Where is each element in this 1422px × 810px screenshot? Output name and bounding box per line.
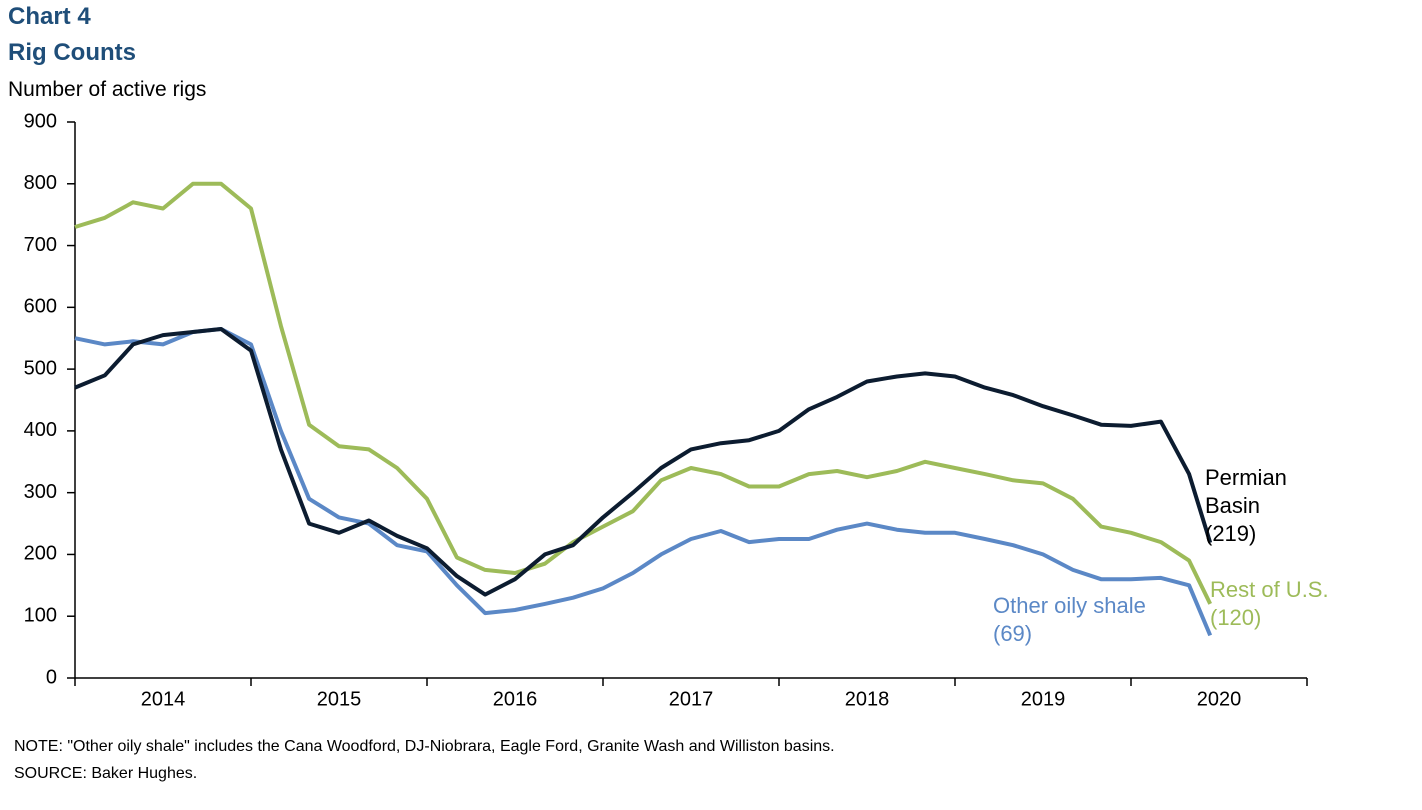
y-tick-label: 300 [24, 481, 57, 503]
x-tick-label: 2014 [141, 688, 186, 710]
y-axis-label: Number of active rigs [8, 78, 207, 101]
source: SOURCE: Baker Hughes. [14, 765, 198, 782]
end-value-label: (219) [1205, 521, 1257, 546]
x-tick-label: 2017 [669, 688, 714, 710]
series-end-label: Permian Basin (219) [1205, 464, 1305, 548]
x-tick-label: 2015 [317, 688, 362, 710]
end-value-label: (120) [1210, 605, 1262, 630]
legend-label: Rest of U.S. [1210, 577, 1329, 602]
y-tick-label: 400 [24, 419, 57, 441]
end-value-label: (69) [993, 621, 1033, 646]
y-tick-label: 0 [46, 666, 57, 688]
x-tick-label: 2018 [845, 688, 890, 710]
x-tick-label: 2020 [1197, 688, 1242, 710]
y-tick-label: 800 [24, 172, 57, 194]
note: NOTE: "Other oily shale" includes the Ca… [14, 738, 835, 755]
chart-title: Chart 4 [8, 3, 91, 30]
chart-subtitle: Rig Counts [8, 39, 136, 66]
y-tick-label: 200 [24, 543, 57, 565]
series-end-label: Other oily shale (69) [993, 592, 1193, 648]
legend-label: Other oily shale [993, 593, 1146, 618]
series-line [74, 327, 1213, 637]
x-tick-label: 2019 [1021, 688, 1066, 710]
series-end-label: Rest of U.S. (120) [1210, 576, 1410, 632]
y-tick-label: 100 [24, 605, 57, 627]
y-tick-label: 700 [24, 234, 57, 256]
legend-label: Permian Basin [1205, 465, 1287, 518]
y-tick-label: 500 [24, 357, 57, 379]
series-line [74, 327, 1213, 597]
y-tick-label: 600 [24, 296, 57, 318]
y-tick-label: 900 [24, 110, 57, 132]
series-line [74, 181, 1212, 605]
x-tick-label: 2016 [493, 688, 538, 710]
